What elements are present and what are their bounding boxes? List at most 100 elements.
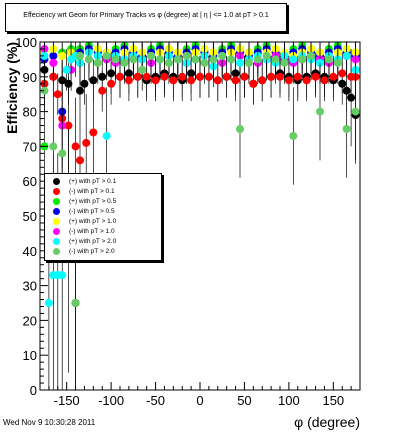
data-point <box>187 76 196 85</box>
data-point <box>164 58 173 67</box>
legend-marker <box>53 218 60 225</box>
legend-marker <box>53 248 60 255</box>
data-point <box>160 72 169 81</box>
x-tick-label: -100 <box>98 393 124 408</box>
data-point <box>49 58 58 67</box>
data-point <box>200 58 209 67</box>
data-point <box>249 79 258 88</box>
chart-title-box: Effeciency wrt Geom for Primary Tracks v… <box>5 3 287 32</box>
series-1 <box>40 52 360 210</box>
footer-timestamp: Wed Nov 9 10:30:28 2011 <box>3 418 96 427</box>
x-axis-label: φ (degree) <box>294 414 360 430</box>
data-point <box>82 138 91 147</box>
data-point <box>222 72 231 81</box>
legend-label: (-) with pT > 1.0 <box>69 228 115 235</box>
y-tick-label: 60 <box>23 174 37 189</box>
x-tick-label: -150 <box>54 393 80 408</box>
data-point <box>142 72 151 81</box>
data-point <box>71 299 80 307</box>
legend-entry: (-) with pT > 2.0 <box>45 247 161 257</box>
data-point <box>107 79 116 88</box>
data-point <box>147 51 156 60</box>
data-point <box>196 72 204 81</box>
data-point <box>40 86 49 95</box>
legend-entry: (-) with pT > 0.1 <box>45 187 161 197</box>
legend-entry: (+) with pT > 1.0 <box>45 217 161 227</box>
data-point <box>71 142 80 151</box>
data-point <box>231 76 240 85</box>
data-point <box>276 72 284 81</box>
y-tick-label: 80 <box>23 105 37 120</box>
data-point <box>244 58 253 67</box>
data-point <box>178 72 187 81</box>
data-point <box>333 58 342 67</box>
y-tick-label: 20 <box>23 313 37 328</box>
data-point <box>40 51 49 60</box>
legend-marker <box>53 188 60 195</box>
data-point <box>267 72 276 81</box>
data-point <box>182 51 191 60</box>
data-point <box>49 142 58 151</box>
y-tick-label: 50 <box>23 209 37 224</box>
data-point <box>289 55 298 64</box>
data-point <box>53 90 62 99</box>
data-point <box>320 76 329 85</box>
legend-label: (+) with pT > 0.5 <box>69 198 117 205</box>
data-point <box>289 131 298 140</box>
data-point <box>138 65 147 74</box>
data-point <box>76 86 84 95</box>
data-point <box>271 55 280 64</box>
data-point <box>58 149 67 158</box>
data-point <box>89 128 98 137</box>
data-point <box>209 55 218 64</box>
legend-label: (-) with pT > 2.0 <box>69 248 115 255</box>
y-tick-label: 90 <box>23 70 37 85</box>
chart-axes: -150 -100 -50 0 50 100 150 0 10 20 30 40 50 60 70 80 90 1… <box>4 35 361 430</box>
data-point <box>58 271 67 280</box>
data-point <box>84 55 93 64</box>
y-tick-label: 40 <box>23 244 37 259</box>
x-tick-label: 150 <box>322 393 344 408</box>
data-point <box>236 125 244 133</box>
x-tick-label: 0 <box>196 393 203 408</box>
y-axis-label: Efficiency (%) <box>4 42 20 134</box>
data-point <box>169 76 178 85</box>
data-point <box>124 76 133 85</box>
x-tick-label: 100 <box>278 393 300 408</box>
data-point <box>129 55 138 64</box>
data-point <box>258 76 267 85</box>
x-tick-label: 50 <box>237 393 251 408</box>
legend-marker <box>53 208 60 215</box>
y-tick-label: 0 <box>30 383 37 398</box>
data-point <box>284 76 293 85</box>
legend-label: (+) with pT > 0.1 <box>69 178 117 185</box>
data-point <box>76 156 84 165</box>
legend-entry: (-) with pT > 0.5 <box>45 207 161 217</box>
data-point <box>213 76 222 85</box>
legend-marker <box>53 198 60 205</box>
legend-entry: (+) with pT > 0.5 <box>45 197 161 207</box>
legend-label: (-) with pT > 0.5 <box>69 208 115 215</box>
chart-title: Effeciency wrt Geom for Primary Tracks v… <box>23 12 269 19</box>
y-tick-label: 30 <box>23 279 37 294</box>
data-point <box>236 58 244 67</box>
legend-label: (-) with pT > 0.1 <box>69 188 115 195</box>
data-point <box>280 58 289 67</box>
data-point <box>116 72 124 81</box>
chart-legend: (+) with pT > 0.1 (-) with pT > 0.1 (+) wi… <box>44 173 162 261</box>
data-point <box>191 55 200 64</box>
data-point <box>111 55 120 64</box>
data-point <box>133 72 142 81</box>
x-tick-label: -50 <box>146 393 165 408</box>
data-point <box>298 55 307 64</box>
data-point <box>307 51 316 60</box>
legend-entry: (-) with pT > 1.0 <box>45 227 161 237</box>
data-point <box>302 76 311 85</box>
data-point <box>293 72 302 81</box>
data-point <box>351 107 360 116</box>
data-point <box>262 51 271 60</box>
data-point <box>204 72 213 81</box>
data-point <box>80 79 89 88</box>
data-point <box>64 121 73 130</box>
